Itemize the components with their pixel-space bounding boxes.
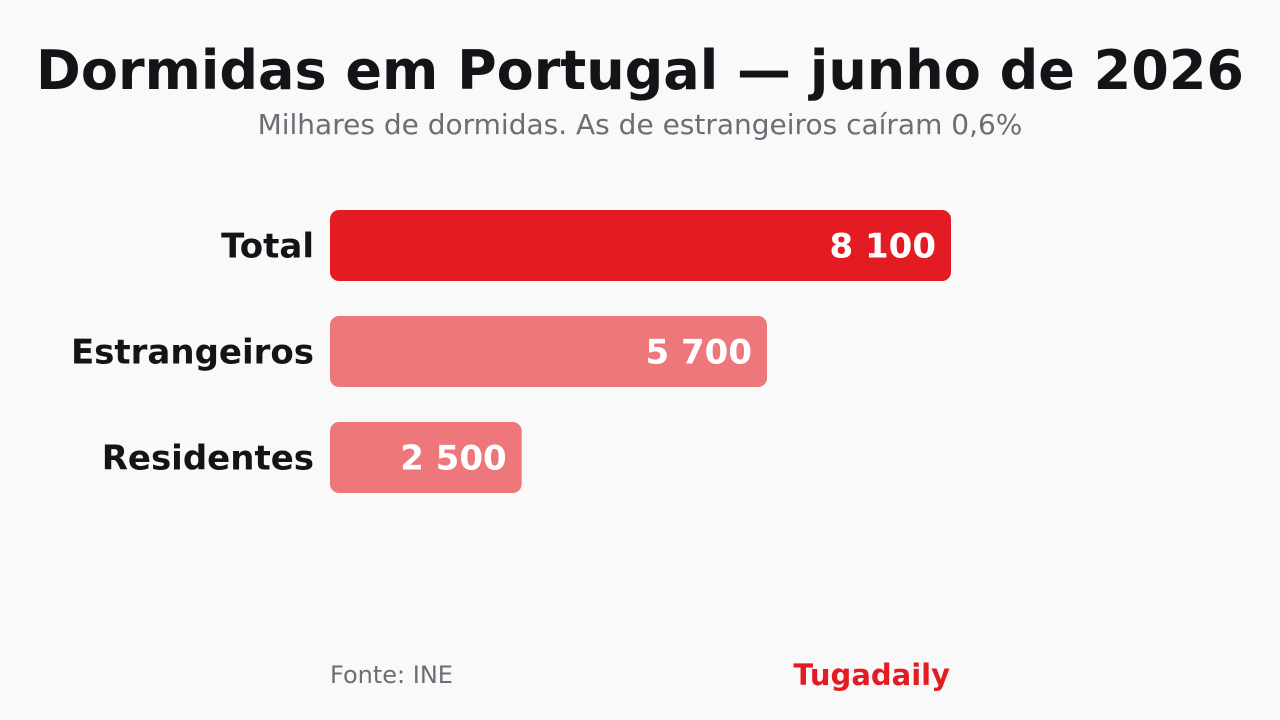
value-label-estrangeiros: 5 700 <box>646 333 752 373</box>
source-note: Fonte: INE <box>330 661 453 689</box>
bar-residentes <box>330 422 522 493</box>
chart-title: Dormidas em Portugal — junho de 2026 <box>36 39 1244 102</box>
category-label-estrangeiros: Estrangeiros <box>71 333 314 373</box>
brand-logo: Tugadaily <box>793 658 950 692</box>
bar-estrangeiros <box>330 316 767 387</box>
value-label-residentes: 2 500 <box>400 439 506 479</box>
category-label-total: Total <box>221 227 314 267</box>
bar-total <box>330 210 951 281</box>
chart-subtitle: Milhares de dormidas. As de estrangeiros… <box>257 108 1023 141</box>
value-label-total: 8 100 <box>830 227 936 267</box>
category-label-residentes: Residentes <box>102 439 314 479</box>
